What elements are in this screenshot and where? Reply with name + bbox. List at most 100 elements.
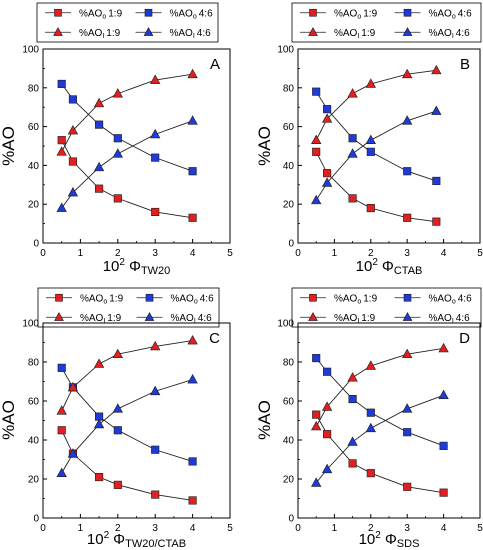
y-axis-label: %AO bbox=[0, 400, 18, 440]
data-point bbox=[151, 445, 160, 454]
data-point bbox=[95, 472, 104, 482]
legend-item: %AOI 4:6 bbox=[394, 312, 471, 325]
legend: %AOo 1:9 %AOo 4:6 %AOI 1:9 %AOI 4:6 bbox=[291, 287, 482, 328]
data-point bbox=[112, 88, 123, 98]
y-tick-label: 40 bbox=[28, 436, 40, 447]
data-point bbox=[348, 459, 357, 468]
series bbox=[57, 136, 197, 222]
data-point bbox=[57, 426, 66, 435]
legend: %AOo 1:9 %AOo 4:6 %AOI 1:9 %AOI 4:6 bbox=[291, 2, 482, 43]
data-point bbox=[93, 418, 105, 429]
data-point bbox=[321, 463, 333, 474]
data-point bbox=[93, 161, 105, 172]
x-tick-label: 0 bbox=[40, 523, 46, 534]
legend-marker bbox=[145, 293, 154, 302]
legend-marker bbox=[144, 312, 155, 321]
data-point bbox=[151, 207, 160, 217]
panel-b: %AOo 1:9 %AOo 4:6%AOI 1:9 %AOI 4:6020406080100… bbox=[255, 2, 483, 277]
data-point bbox=[188, 167, 197, 176]
series bbox=[56, 335, 198, 415]
data-point bbox=[67, 381, 79, 392]
series bbox=[311, 389, 449, 487]
x-tick-label: 3 bbox=[404, 523, 410, 534]
data-point bbox=[321, 113, 333, 123]
data-point bbox=[95, 184, 104, 193]
series-line bbox=[315, 414, 444, 494]
data-point bbox=[187, 68, 198, 79]
y-tick-label: 100 bbox=[22, 319, 39, 330]
x-tick-label: 1 bbox=[78, 523, 84, 534]
data-point bbox=[56, 202, 67, 212]
data-point bbox=[365, 422, 376, 433]
series bbox=[312, 147, 441, 226]
x-tick-label: 4 bbox=[190, 248, 196, 259]
x-tick-label: 0 bbox=[295, 248, 301, 259]
legend-marker bbox=[403, 8, 412, 17]
legend-label: %AOI 4:6 bbox=[171, 313, 213, 325]
data-point bbox=[321, 401, 333, 411]
legend-box bbox=[291, 2, 482, 43]
legend-label: %AOo 4:6 bbox=[171, 293, 215, 305]
legend-marker bbox=[403, 293, 412, 302]
legend-item: %AOo 4:6 bbox=[394, 8, 472, 20]
legend-item: %AOo 4:6 bbox=[135, 8, 213, 20]
y-tick-label: 60 bbox=[283, 122, 295, 133]
data-point bbox=[348, 394, 357, 404]
panel-letter: A bbox=[210, 56, 220, 73]
data-point bbox=[312, 410, 321, 419]
y-tick-label: 100 bbox=[277, 319, 294, 330]
legend-marker bbox=[143, 27, 154, 36]
legend-label: %AOo 1:9 bbox=[334, 8, 378, 20]
data-point bbox=[67, 124, 79, 135]
legend-item: %AOo 1:9 bbox=[300, 8, 378, 20]
legend-marker bbox=[402, 312, 413, 321]
series-line bbox=[315, 69, 437, 141]
series bbox=[57, 79, 197, 176]
legend-item: %AOI 4:6 bbox=[135, 27, 211, 40]
data-point bbox=[402, 348, 413, 359]
data-point bbox=[112, 348, 123, 359]
y-tick-label: 40 bbox=[28, 161, 40, 172]
legend-label: %AOo 1:9 bbox=[79, 8, 123, 20]
data-point bbox=[403, 482, 412, 491]
panel-c: %AOo 1:9 %AOo 4:6%AOI 1:9 %AOI 4:6020406080100… bbox=[0, 287, 233, 550]
legend-marker bbox=[144, 8, 153, 17]
data-point bbox=[57, 136, 66, 145]
legend-item: %AOo 1:9 bbox=[300, 293, 378, 305]
legend-label: %AOo 4:6 bbox=[429, 293, 473, 305]
series-line bbox=[61, 367, 193, 462]
legend-label: %AOI 4:6 bbox=[429, 313, 471, 325]
y-tick-label: 80 bbox=[28, 358, 40, 369]
data-point bbox=[187, 115, 198, 125]
series bbox=[312, 87, 441, 185]
series-line bbox=[315, 91, 437, 182]
data-point bbox=[151, 490, 160, 499]
x-axis-label: 102 ΦSDS bbox=[359, 530, 420, 550]
data-point bbox=[323, 169, 332, 178]
data-point bbox=[311, 420, 322, 431]
data-point bbox=[323, 367, 332, 376]
data-point bbox=[311, 194, 322, 205]
data-point bbox=[347, 88, 358, 98]
y-tick-label: 20 bbox=[28, 475, 40, 486]
legend-item: %AOo 4:6 bbox=[394, 293, 473, 305]
y-tick-label: 20 bbox=[28, 200, 40, 211]
data-point bbox=[366, 147, 375, 156]
series-line bbox=[315, 110, 437, 201]
data-point bbox=[439, 441, 448, 450]
series bbox=[57, 426, 197, 505]
data-point bbox=[112, 148, 123, 158]
legend-marker bbox=[402, 27, 413, 36]
legend: %AOo 1:9 %AOo 4:6 %AOI 1:9 %AOI 4:6 bbox=[37, 287, 220, 328]
legend: %AOo 1:9 %AOo 4:6 %AOI 1:9 %AOI 4:6 bbox=[36, 2, 219, 43]
data-point bbox=[366, 204, 375, 213]
data-point bbox=[312, 87, 321, 96]
legend-item: %AOI 4:6 bbox=[136, 312, 213, 325]
data-point bbox=[93, 97, 105, 108]
data-point bbox=[187, 335, 198, 345]
legend-box bbox=[291, 287, 482, 328]
y-tick-label: 0 bbox=[33, 514, 39, 525]
series bbox=[312, 354, 448, 450]
series bbox=[57, 363, 197, 466]
